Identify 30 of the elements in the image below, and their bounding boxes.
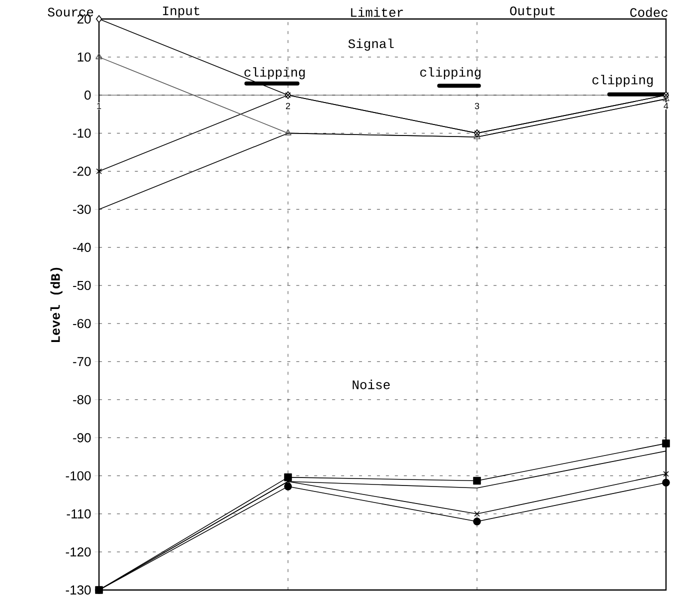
y-axis-title: Level (dB) [50,268,62,342]
text: Source [48,8,94,17]
annotation: Signal [348,38,394,51]
y-tick-label: 10 [78,52,91,62]
x-tick-label: 3 [474,102,480,110]
text: Input [163,6,200,18]
y-tick-label: -10 [73,128,91,138]
y-tick-label: -70 [73,357,91,366]
y-tick-label: -40 [73,242,91,252]
text: Limiter [351,7,403,17]
x-tick-label: 2 [286,102,290,110]
annotation: clipping [420,67,481,80]
y-tick-label: 0 [84,90,91,100]
y-tick-label: -60 [73,318,91,328]
text: Output [510,6,555,18]
annotation: clipping [592,74,653,87]
y-tick-label: -110 [66,509,91,518]
y-tick-label: -50 [73,280,91,290]
y-tick-label: -130 [66,585,91,595]
annotation: clipping [244,67,305,80]
x-tick-label: 4 [664,102,668,109]
annotation: Noise [352,380,390,390]
x-tick-label: 1 [97,102,102,109]
y-tick-label: -120 [66,547,91,557]
y-tick-label: -100 [66,471,91,480]
y-tick-label: -20 [73,166,91,176]
y-tick-label: -30 [73,204,91,214]
text: Codec [630,7,668,17]
y-tick-label: -80 [73,395,91,404]
y-tick-label: -90 [73,433,91,442]
